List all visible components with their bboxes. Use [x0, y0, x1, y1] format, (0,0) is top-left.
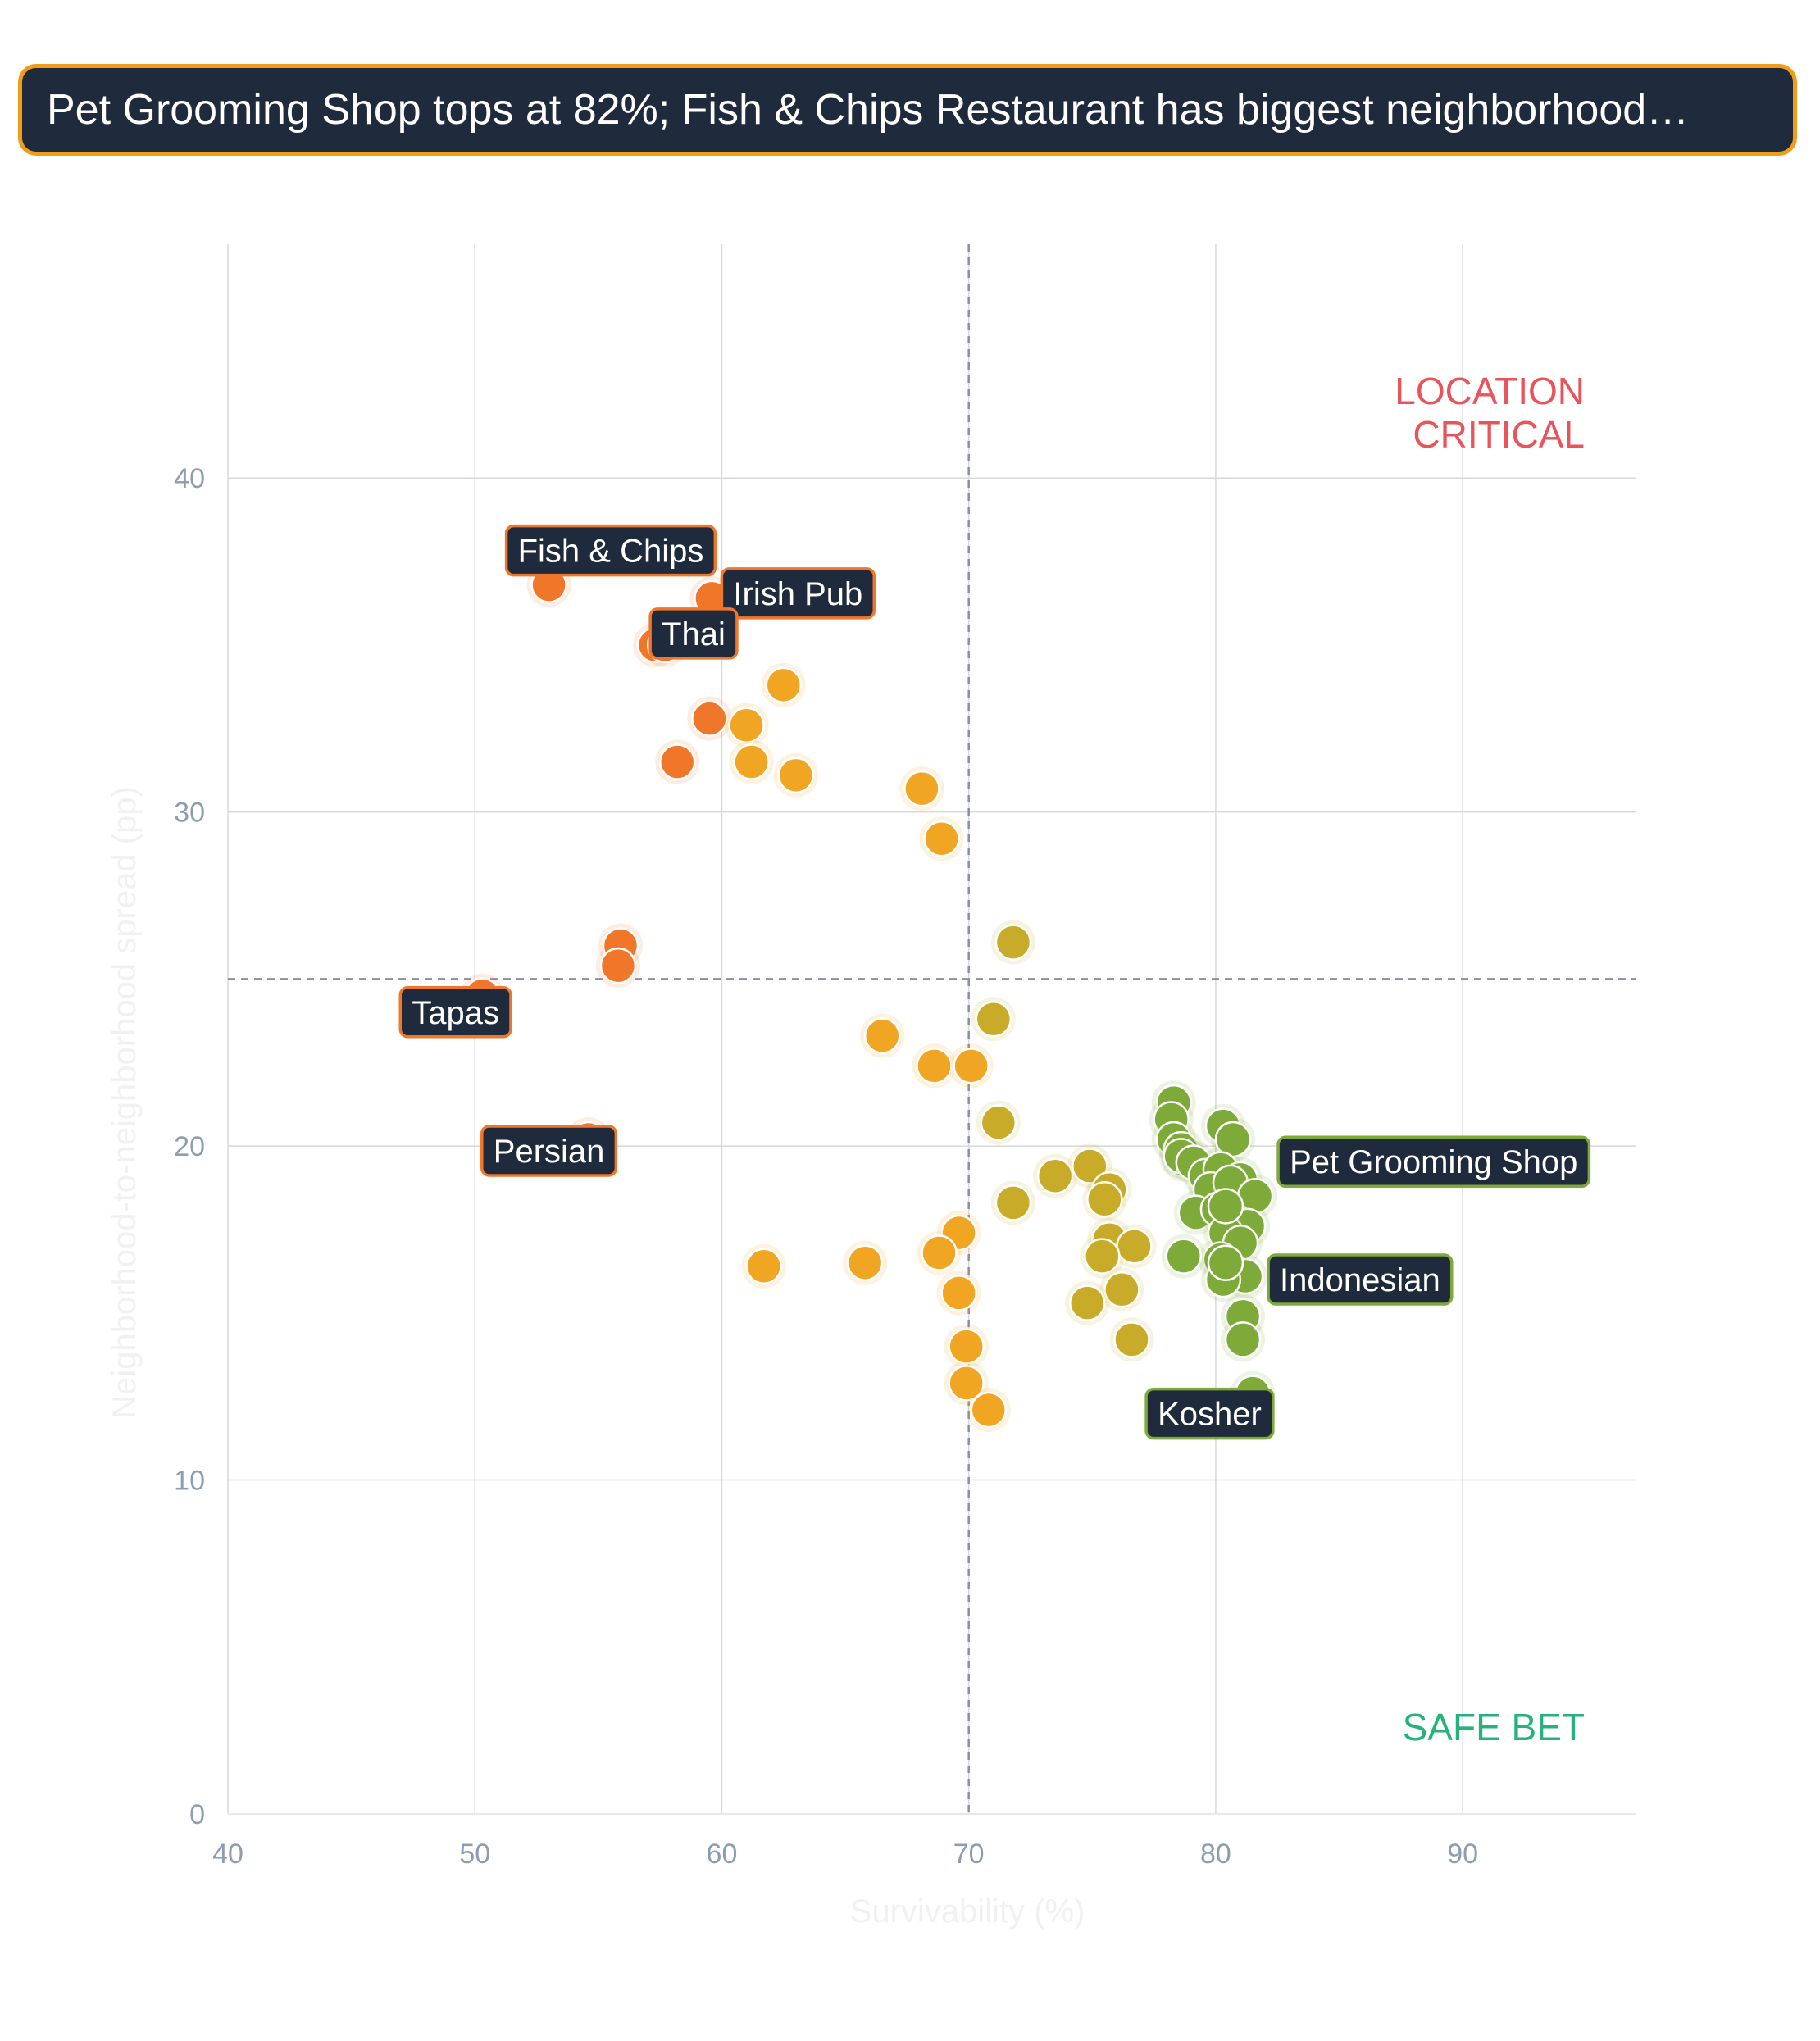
- annotation-label: Pet Grooming Shop: [1290, 1144, 1577, 1180]
- x-tick-label: 60: [707, 1839, 738, 1870]
- data-point: [1036, 1157, 1074, 1195]
- headline-banner: Pet Grooming Shop tops at 82%; Fish & Ch…: [18, 64, 1797, 156]
- data-point: [975, 1001, 1012, 1038]
- annotation-box: [480, 1125, 618, 1177]
- annotation-box: [1267, 1253, 1454, 1306]
- x-axis-label: Survivability (%): [850, 1893, 1085, 1930]
- grid-lines: [227, 244, 1636, 1815]
- data-point: [1103, 1271, 1140, 1308]
- data-point: [940, 1275, 977, 1311]
- data-point: [728, 707, 765, 743]
- data-point: [745, 1248, 782, 1285]
- y-tick-label: 30: [174, 798, 205, 829]
- data-point: [1084, 1238, 1121, 1275]
- reference-lines: [228, 244, 1636, 1814]
- annotation-fish-chips: Fish & Chips: [504, 524, 717, 577]
- data-point: [658, 743, 696, 780]
- x-tick-label: 90: [1447, 1839, 1478, 1870]
- data-point: [1165, 1238, 1203, 1275]
- x-tick-label: 80: [1200, 1839, 1231, 1870]
- data-points: [460, 562, 1278, 1432]
- annotation-kosher: Kosher: [1144, 1387, 1275, 1440]
- x-tick-label: 70: [953, 1839, 985, 1870]
- data-point: [1207, 1244, 1244, 1281]
- data-point: [953, 1048, 990, 1084]
- data-point: [948, 1328, 985, 1365]
- annotation-pet-grooming-shop: Pet Grooming Shop: [1276, 1135, 1591, 1188]
- x-tick-label: 50: [459, 1839, 490, 1870]
- annotation-label: Fish & Chips: [518, 534, 704, 570]
- data-point: [1069, 1284, 1106, 1321]
- annotation-persian: Persian: [480, 1125, 618, 1177]
- annotation-box: [504, 524, 717, 577]
- data-point: [733, 743, 770, 780]
- y-tick-label: 0: [189, 1799, 205, 1830]
- data-point: [1072, 1148, 1108, 1184]
- x-tick-label: 40: [212, 1839, 243, 1870]
- annotation-box: [648, 607, 739, 660]
- data-point: [1113, 1321, 1150, 1358]
- data-point: [994, 924, 1032, 961]
- annotation-box: [398, 986, 512, 1039]
- annotation-thai: Thai: [648, 607, 739, 660]
- annotation-label: Tapas: [412, 995, 499, 1031]
- annotation-irish-pub: Irish Pub: [720, 567, 876, 620]
- y-tick-label: 10: [174, 1466, 205, 1497]
- data-point: [846, 1244, 884, 1281]
- y-tick-label: 40: [174, 463, 205, 494]
- quadrant-label-line: CRITICAL: [1413, 413, 1585, 456]
- annotation-label: Irish Pub: [733, 576, 862, 612]
- annotation-box: [1144, 1387, 1275, 1440]
- headline-text: Pet Grooming Shop tops at 82%; Fish & Ch…: [47, 86, 1690, 134]
- annotation-tapas: Tapas: [398, 986, 512, 1039]
- data-point: [1207, 1188, 1244, 1225]
- y-tick-label: 20: [174, 1131, 205, 1162]
- data-point: [994, 1184, 1032, 1221]
- annotation-label: Kosher: [1158, 1397, 1262, 1433]
- data-point: [970, 1391, 1008, 1429]
- annotation-label: Thai: [662, 616, 726, 652]
- data-point: [1086, 1181, 1123, 1218]
- data-point: [948, 1365, 985, 1402]
- data-point: [980, 1104, 1017, 1141]
- data-point: [916, 1048, 953, 1084]
- data-point: [864, 1017, 901, 1054]
- quadrant-label-line: LOCATION: [1395, 370, 1585, 412]
- annotation-box: [720, 567, 876, 620]
- data-point: [599, 947, 637, 984]
- annotation-label: Indonesian: [1280, 1262, 1440, 1298]
- data-point: [921, 1234, 958, 1271]
- data-point: [765, 666, 803, 704]
- data-point: [1224, 1321, 1262, 1358]
- data-point: [903, 770, 940, 807]
- annotation-label: Persian: [494, 1134, 605, 1170]
- quadrant-label-safe-bet: SAFE BET: [1403, 1706, 1585, 1748]
- annotation-indonesian: Indonesian: [1267, 1253, 1454, 1306]
- data-point: [777, 757, 815, 794]
- quadrant-label-line: SAFE BET: [1403, 1706, 1585, 1748]
- annotation-box: [1276, 1135, 1591, 1188]
- data-point: [923, 820, 960, 857]
- y-axis-label: Neighborhood-to-neighborhood spread (pp): [107, 786, 143, 1419]
- tick-labels: 40 50 60 70 80 90 0 10 20 30 40: [174, 463, 1478, 1870]
- data-point: [691, 700, 728, 737]
